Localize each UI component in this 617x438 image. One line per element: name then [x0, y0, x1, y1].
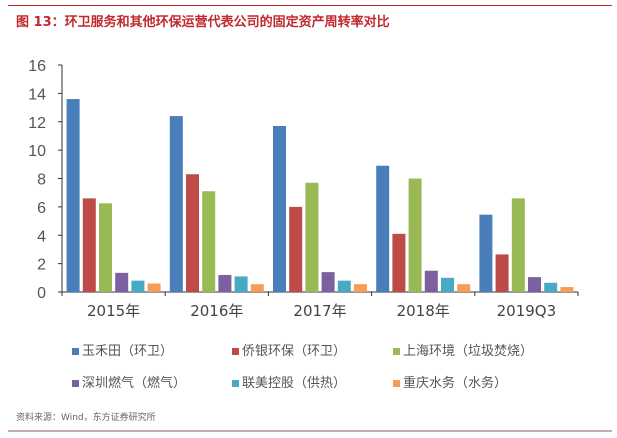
bar	[218, 274, 232, 292]
y-tick-label: 10	[28, 143, 46, 160]
bar	[131, 280, 145, 292]
legend-label: 重庆水务（水务）	[403, 376, 508, 391]
figure-title: 图 13：环卫服务和其他环保运营代表公司的固定资产周转率对比	[16, 15, 390, 30]
bar	[337, 280, 351, 292]
bar	[457, 284, 471, 292]
y-tick-label: 16	[28, 58, 46, 75]
bar	[99, 203, 112, 292]
bar	[560, 287, 574, 292]
bar	[147, 283, 161, 292]
x-tick-label: 2019Q3	[497, 302, 557, 320]
top-rule	[8, 5, 612, 6]
legend-swatch	[393, 380, 400, 387]
legend-label: 上海环境（垃圾焚烧）	[403, 344, 534, 359]
bar	[186, 174, 199, 292]
bar	[495, 254, 509, 292]
bar	[234, 276, 248, 292]
y-tick-label: 0	[37, 285, 46, 302]
bar	[202, 191, 216, 292]
legend-item: 联美控股（供热）	[232, 372, 346, 391]
legend-label: 联美控股（供热）	[242, 376, 347, 391]
y-tick-label: 12	[28, 115, 46, 132]
y-tick-label: 8	[37, 172, 46, 189]
bar	[66, 99, 80, 292]
bar	[82, 198, 96, 292]
bar	[250, 284, 264, 292]
legend-item: 玉禾田（环卫）	[72, 340, 173, 359]
x-tick-label: 2018年	[397, 302, 450, 320]
legend-item: 深圳燃气（燃气）	[72, 372, 186, 391]
y-tick-label: 4	[37, 228, 46, 245]
bar	[376, 165, 390, 292]
bar	[392, 233, 406, 292]
legend-label: 玉禾田（环卫）	[82, 344, 174, 359]
bar	[169, 116, 183, 292]
legend-item: 上海环境（垃圾焚烧）	[393, 340, 533, 359]
y-tick-label: 6	[37, 200, 46, 217]
legend-item: 重庆水务（水务）	[393, 372, 507, 391]
bar	[115, 272, 129, 292]
y-tick-label: 2	[37, 257, 46, 274]
bar	[305, 182, 319, 292]
y-tick-label: 14	[28, 86, 46, 103]
legend-label: 深圳燃气（燃气）	[82, 376, 187, 391]
legend-label: 侨银环保（环卫）	[242, 344, 347, 359]
source-note: 资料来源：Wind，东方证券研究所	[16, 413, 156, 423]
legend-swatch	[72, 380, 79, 387]
bar	[511, 198, 525, 292]
bar-chart: 0 2 4 6 8 10 12 14 16 2015年 2016年 2017年 2018年 2019Q3	[28, 58, 579, 320]
legend-swatch	[232, 348, 239, 355]
x-tick-label: 2017年	[293, 302, 346, 320]
x-tick-label: 2016年	[190, 302, 243, 320]
bar	[544, 282, 558, 292]
bar	[408, 178, 422, 292]
bar	[424, 270, 438, 292]
legend-swatch	[232, 380, 239, 387]
bar	[441, 277, 454, 292]
bar	[354, 284, 367, 292]
legend-swatch	[393, 348, 400, 355]
bar	[289, 206, 303, 292]
bar	[528, 277, 541, 292]
legend-item: 侨银环保（环卫）	[232, 340, 346, 359]
legend-swatch	[72, 348, 79, 355]
bar	[273, 126, 286, 292]
bar	[479, 214, 493, 292]
x-tick-label: 2015年	[87, 302, 140, 320]
bottom-rule	[8, 430, 612, 432]
bar	[321, 272, 335, 292]
